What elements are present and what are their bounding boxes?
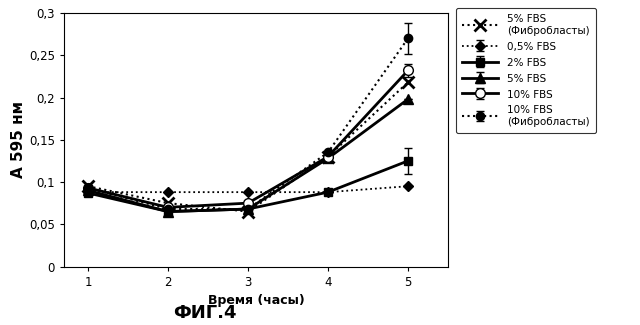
X-axis label: Время (часы): Время (часы) xyxy=(207,294,305,307)
Y-axis label: А 595 нм: А 595 нм xyxy=(11,101,26,178)
5% FBS
(Фибробласты) xyxy=(324,155,332,159)
Text: ФИГ.4: ФИГ.4 xyxy=(173,304,237,322)
Legend: 5% FBS
(Фибробласты), 0,5% FBS, 2% FBS, 5% FBS, 10% FBS, 10% FBS
(Фибробласты): 5% FBS (Фибробласты), 0,5% FBS, 2% FBS, … xyxy=(456,8,596,133)
5% FBS
(Фибробласты) xyxy=(244,210,252,214)
Line: 5% FBS
(Фибробласты): 5% FBS (Фибробласты) xyxy=(83,77,413,217)
5% FBS
(Фибробласты) xyxy=(84,184,92,188)
5% FBS
(Фибробласты) xyxy=(164,201,172,205)
5% FBS
(Фибробласты) xyxy=(404,80,412,84)
